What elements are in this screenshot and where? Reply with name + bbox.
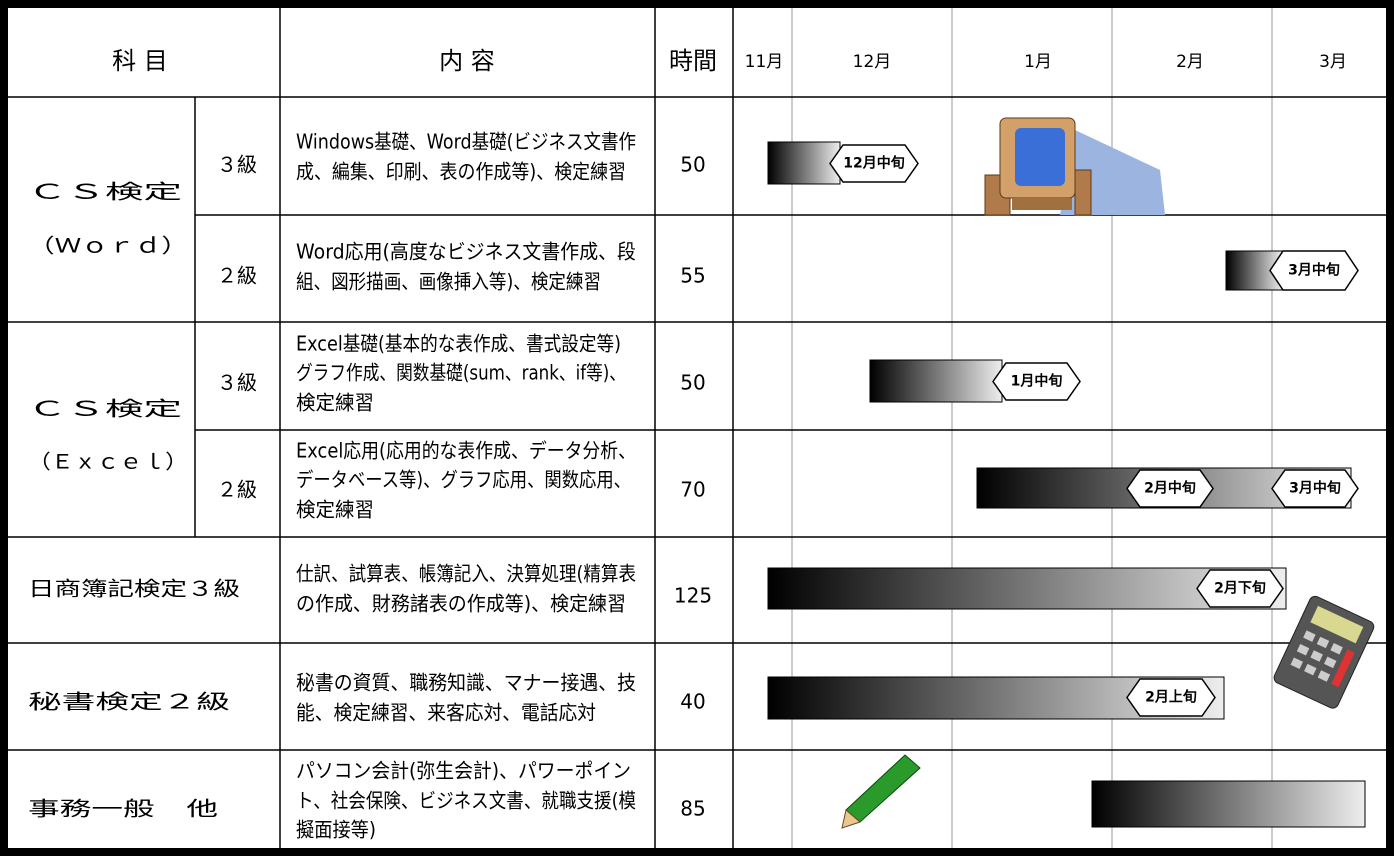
calculator-icon [1273,595,1375,709]
hours: 50 [680,153,705,177]
bar-label: 12月中旬 [843,155,904,172]
bar-labels: 12月中旬 3月中旬 1月中旬 2月中旬 3月中旬 2月下旬 2月上旬 [829,144,1359,717]
hours: 85 [680,797,705,821]
label-box [1126,469,1214,508]
label-box [1269,250,1359,291]
hours: 50 [680,371,705,395]
content-line: ト、社会保険、ビジネス文書、就職支援(模 [296,789,636,813]
label-box [992,362,1081,401]
header-content: 内 容 [439,47,495,75]
hours: 70 [680,478,705,502]
content-line: 検定練習 [296,391,374,415]
level: ３級 [217,371,257,395]
hours: 125 [674,584,712,608]
month: 2月 [1176,52,1204,72]
hours: 55 [680,264,705,288]
bar [869,359,1003,403]
content-line: データベース等)、グラフ応用、関数応用、 [296,468,631,492]
content-line: 成、編集、印刷、表の作成等)、検定練習 [296,160,626,184]
bar [1091,780,1366,828]
content-line: 組、図形描画、画像挿入等)、検定練習 [296,270,601,294]
computer-icon [984,117,1165,216]
label-box [1196,569,1284,608]
content-line: の作成、財務諸表の作成等)、検定練習 [296,592,626,616]
label-box [1271,469,1359,508]
content-line: Excel基礎(基本的な表作成、書式設定等) [296,332,621,356]
content-line: Windows基礎、Word基礎(ビジネス文書作 [296,130,636,154]
level: ３級 [217,153,257,177]
content: Windows基礎、Word基礎(ビジネス文書作 成、編集、印刷、表の作成等)、… [296,130,636,842]
month: 3月 [1319,52,1347,72]
content-line: 検定練習 [296,498,374,522]
subject: 日商簿記検定３級 [28,577,240,601]
content-line: Word応用(高度なビジネス文書作成、段 [296,240,636,264]
month: 12月 [853,52,892,72]
subject: （Ｅｘｃｅｌ） [28,450,188,474]
content-line: グラフ作成、関数基礎(sum、rank、if等)、 [296,361,626,385]
bar-label: 3月中旬 [1288,262,1340,279]
content-line: 擬面接等) [296,818,376,842]
subject: 事務一般 他 [28,797,218,821]
level: ２級 [217,478,257,502]
subject: 秘書検定２級 [28,690,230,714]
content-line: Excel応用(応用的な表作成、データ分析、 [296,439,636,463]
bar-label: 1月中旬 [1011,373,1063,390]
subject: ＣＳ検定 [28,397,182,421]
content-line: 仕訳、試算表、帳簿記入、決算処理(精算表 [296,562,636,586]
content-line: 秘書の資質、職務知識、マナー接遇、技 [296,671,636,695]
header-hours: 時間 [669,47,717,75]
content-line: パソコン会計(弥生会計)、パワーポイン [296,759,631,783]
label-box [1126,678,1216,717]
month: 11月 [745,52,784,72]
bar [767,141,841,185]
bar-label: 2月下旬 [1214,580,1266,597]
header-subject: 科 目 [112,47,168,75]
month: 1月 [1024,52,1052,72]
subject: ＣＳ検定 [28,180,182,204]
content-line: 能、検定練習、来客応対、電話応対 [296,701,596,725]
subject: （Ｗｏｒｄ） [28,234,188,258]
bar-label: 2月上旬 [1145,689,1197,706]
level: ２級 [217,264,257,288]
hours: 40 [680,690,705,714]
label-box [829,144,919,183]
bar-label: 2月中旬 [1144,480,1196,497]
pencil-icon [841,754,921,829]
bar-label: 3月中旬 [1289,480,1341,497]
